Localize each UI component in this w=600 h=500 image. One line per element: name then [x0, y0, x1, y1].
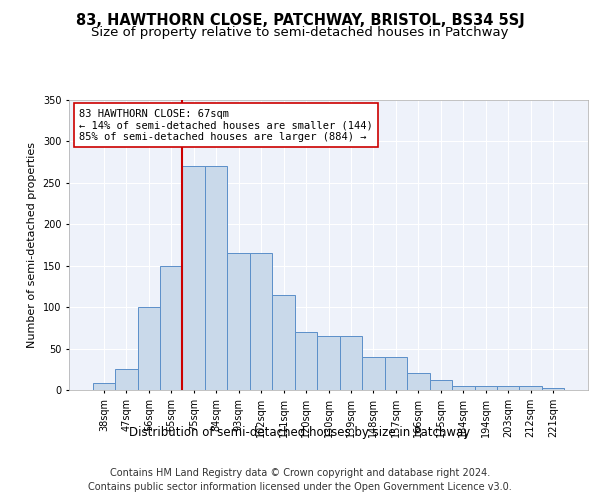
Bar [205, 166, 227, 390]
Bar [497, 386, 520, 390]
Bar [317, 336, 340, 390]
Text: Contains HM Land Registry data © Crown copyright and database right 2024.: Contains HM Land Registry data © Crown c… [110, 468, 490, 477]
Bar [272, 294, 295, 390]
Bar [452, 386, 475, 390]
Bar [182, 166, 205, 390]
Text: Contains public sector information licensed under the Open Government Licence v3: Contains public sector information licen… [88, 482, 512, 492]
Bar [362, 357, 385, 390]
Bar [340, 336, 362, 390]
Bar [542, 388, 565, 390]
Bar [250, 254, 272, 390]
Bar [160, 266, 182, 390]
Bar [407, 374, 430, 390]
Bar [92, 384, 115, 390]
Bar [475, 386, 497, 390]
Y-axis label: Number of semi-detached properties: Number of semi-detached properties [27, 142, 37, 348]
Bar [115, 370, 137, 390]
Bar [430, 380, 452, 390]
Bar [520, 386, 542, 390]
Bar [137, 307, 160, 390]
Bar [295, 332, 317, 390]
Bar [385, 357, 407, 390]
Bar [227, 254, 250, 390]
Text: Distribution of semi-detached houses by size in Patchway: Distribution of semi-detached houses by … [130, 426, 470, 439]
Text: 83, HAWTHORN CLOSE, PATCHWAY, BRISTOL, BS34 5SJ: 83, HAWTHORN CLOSE, PATCHWAY, BRISTOL, B… [76, 12, 524, 28]
Text: Size of property relative to semi-detached houses in Patchway: Size of property relative to semi-detach… [91, 26, 509, 39]
Text: 83 HAWTHORN CLOSE: 67sqm
← 14% of semi-detached houses are smaller (144)
85% of : 83 HAWTHORN CLOSE: 67sqm ← 14% of semi-d… [79, 108, 373, 142]
